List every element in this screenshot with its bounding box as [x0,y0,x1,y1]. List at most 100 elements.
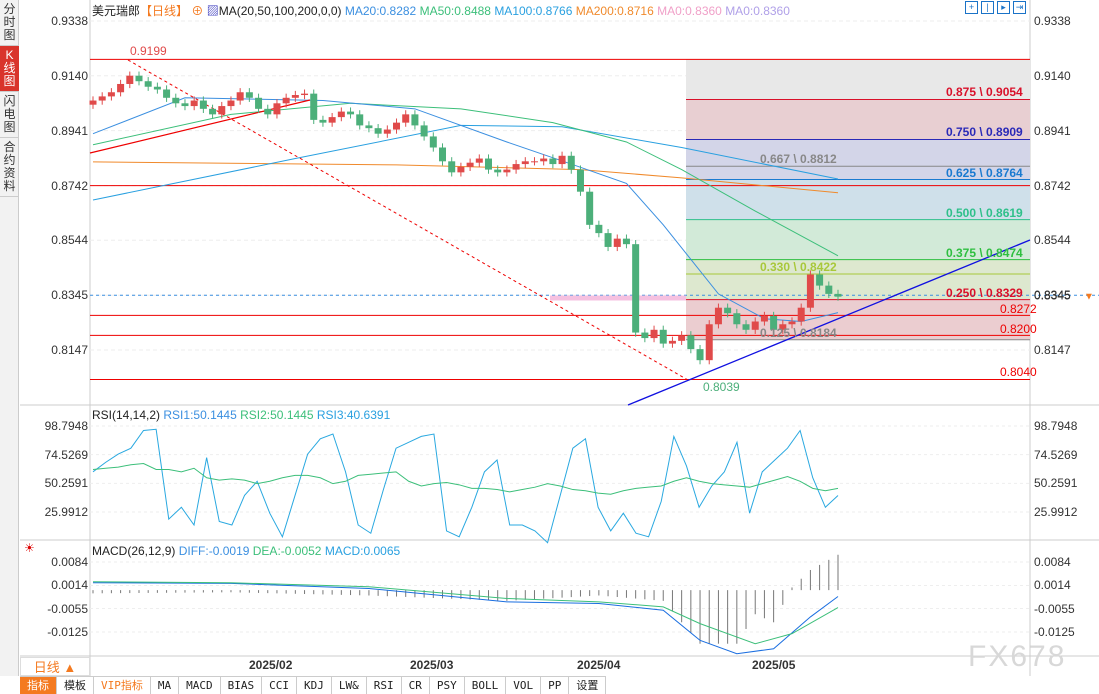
candle [668,340,676,344]
candle [457,166,465,173]
candle [567,155,575,170]
candle [365,125,373,129]
trendline-blue [627,239,1031,406]
candle [356,114,364,126]
tab-kline[interactable]: K线图 [0,46,19,92]
dea-line [92,581,839,645]
toolbar-13[interactable]: VOL [506,677,542,694]
candle [604,233,612,247]
settings-sun-icon[interactable]: ☀ [24,541,35,555]
price-tick: 0.8941 [51,123,88,138]
rsi-tick: 98.7948 [44,419,88,433]
indicator-icon[interactable]: ▨ [206,4,219,18]
candle [521,161,529,165]
candle [227,100,235,107]
fib-zone [686,99,1030,140]
candle [494,169,502,173]
candle [724,307,732,314]
toolbar-12[interactable]: BOLL [465,677,507,694]
goto-end-icon[interactable]: ⇥ [1013,1,1026,14]
fib-label: 0.875 \ 0.9054 [946,85,1023,100]
date-tick: 2025/03 [410,658,454,672]
price-tick: 0.8544 [51,233,88,248]
ma50-value: MA50:0.8488 [419,4,491,18]
fib-zone [686,219,1030,260]
toolbar-5[interactable]: BIAS [221,677,263,694]
candle [558,155,566,165]
candle [466,162,474,167]
sidebar: 分时图 K线图 闪电图 合约资料 [0,0,19,676]
candle [448,161,456,173]
tab-timeshare[interactable]: 分时图 [0,0,19,46]
add-icon[interactable]: ⊕ [191,4,204,18]
price-tick-right: 0.8345 [1034,288,1071,303]
date-tick: 2025/05 [752,658,796,672]
toolbar-15[interactable]: 设置 [569,677,607,694]
candle [632,244,640,333]
candle [696,349,704,361]
candle [475,158,483,163]
fib-zone [686,259,1030,300]
price-tick: 0.9140 [51,68,88,83]
candle [540,158,548,162]
candle [576,169,584,192]
fib-zone [686,179,1030,220]
candle [503,169,511,173]
price-annotation: 0.8200 [1000,322,1037,336]
candle [760,315,768,322]
candle [512,164,520,170]
zoom-range-icon[interactable]: | [981,1,994,14]
toolbar-7[interactable]: KDJ [297,677,332,694]
rsi2-value: RSI2:50.1445 [240,408,314,422]
candle [650,329,658,339]
price-tick: 0.8345 [51,288,88,303]
candle [107,92,115,97]
price-tick-right: 0.8544 [1034,233,1071,248]
candle [383,129,391,134]
chart-tools: + | ▸ ⇥ [965,1,1026,14]
chart-header: 美元瑞郎【日线】 ⊕ ▨MA(20,50,100,200,0,0) MA20:0… [92,2,790,19]
toolbar-10[interactable]: CR [402,677,430,694]
price-tick-right: 0.8941 [1034,123,1071,138]
candle [530,161,538,163]
candle [218,106,226,115]
candle [236,92,244,101]
fib-label: 0.625 \ 0.8764 [946,165,1023,180]
ma20-value: MA20:0.8282 [344,4,417,18]
price-tick: 0.8742 [51,178,88,193]
tab-contract-info[interactable]: 合约资料 [0,138,19,197]
toolbar-2[interactable]: VIP指标 [94,677,151,694]
toolbar-14[interactable]: PP [541,677,570,694]
crosshair-icon[interactable]: + [965,1,978,14]
tab-flash[interactable]: 闪电图 [0,92,19,138]
toolbar-3[interactable]: MA [151,677,180,694]
play-icon[interactable]: ▸ [997,1,1010,14]
candle [347,111,355,115]
toolbar-6[interactable]: CCI [262,677,297,694]
price-tick-right: 0.8147 [1034,342,1071,357]
toolbar-1[interactable]: 模板 [57,677,94,694]
candle [374,128,382,134]
toolbar-11[interactable]: PSY [430,677,465,694]
candle [779,324,787,330]
macd-tick: 0.0014 [51,578,88,593]
candle [687,335,695,350]
candle [144,81,152,87]
toolbar-0[interactable]: 指标 [20,677,57,694]
ma100-line [92,124,839,201]
ma200-value: MA200:0.8716 [575,4,654,18]
period-label: 【日线】 [140,4,189,18]
macd-tick-right: 0.0014 [1034,578,1071,593]
candle [310,93,318,120]
toolbar-8[interactable]: LW& [332,677,367,694]
ma100-value: MA100:0.8766 [494,4,573,18]
toolbar-4[interactable]: MACD [179,677,221,694]
price-tick: 0.8147 [51,342,88,357]
candle [117,83,125,93]
candle [172,97,180,104]
price-annotation: 0.8272 [1000,302,1037,316]
fib-zone [686,299,1030,340]
period-button[interactable]: 日线 ▲ [20,657,90,676]
toolbar-9[interactable]: RSI [367,677,402,694]
